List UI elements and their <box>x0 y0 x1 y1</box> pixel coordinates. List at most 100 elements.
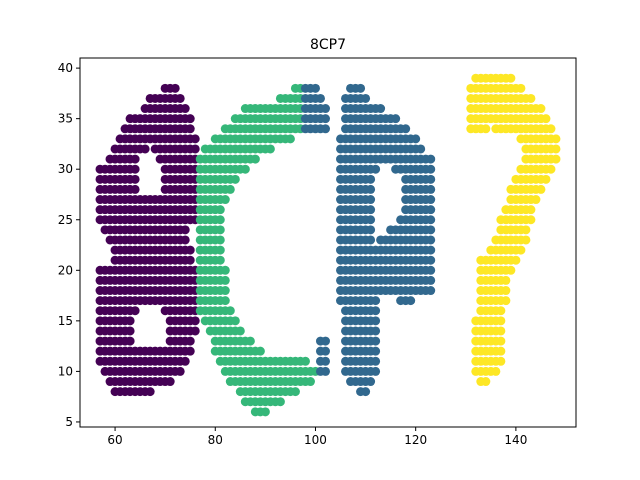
scatter-point <box>506 265 516 275</box>
scatter-point <box>130 306 140 316</box>
scatter-point <box>551 144 561 154</box>
y-tick-label: 10 <box>58 364 73 378</box>
scatter-point <box>526 93 536 103</box>
scatter-point <box>426 164 436 174</box>
scatter-point <box>320 104 330 114</box>
scatter-point <box>180 104 190 114</box>
scatter-point <box>546 164 556 174</box>
scatter-point <box>426 225 436 235</box>
axes-frame <box>79 57 577 428</box>
scatter-point <box>501 275 511 285</box>
scatter-point <box>541 174 551 184</box>
y-tick-label: 25 <box>58 213 73 227</box>
scatter-point <box>305 377 315 387</box>
scatter-point <box>265 144 275 154</box>
scatter-point <box>371 356 381 366</box>
scatter-point <box>496 306 506 316</box>
scatter-point <box>225 184 235 194</box>
scatter-point <box>536 104 546 114</box>
y-tick-label: 30 <box>58 162 73 176</box>
scatter-point <box>185 124 195 134</box>
scatter-point <box>521 225 531 235</box>
scatter-point <box>290 387 300 397</box>
scatter-point <box>215 205 225 215</box>
scatter-point <box>285 134 295 144</box>
scatter-point <box>426 286 436 296</box>
scatter-point <box>300 356 310 366</box>
scatter-point <box>190 134 200 144</box>
scatter-point <box>320 366 330 376</box>
chart-title: 8CP7 <box>310 37 346 53</box>
scatter-point <box>315 93 325 103</box>
scatter-point <box>426 255 436 265</box>
scatter-point <box>516 83 526 93</box>
x-tick-label: 140 <box>504 433 527 447</box>
scatter-point <box>481 124 491 134</box>
scatter-point <box>215 215 225 225</box>
scatter-point <box>416 144 426 154</box>
scatter-point <box>125 326 135 336</box>
scatter-point <box>371 316 381 326</box>
scatter-point <box>501 296 511 306</box>
scatter-point <box>426 184 436 194</box>
scatter-point <box>245 336 255 346</box>
scatter-point <box>426 265 436 275</box>
scatter-point <box>165 377 175 387</box>
scatter-point <box>220 286 230 296</box>
y-tick-label: 15 <box>58 314 73 328</box>
scatter-point <box>185 336 195 346</box>
scatter-point <box>516 245 526 255</box>
scatter-point <box>240 164 250 174</box>
scatter-point <box>496 326 506 336</box>
scatter-point <box>170 83 180 93</box>
x-tick-label: 120 <box>404 433 427 447</box>
scatter-point <box>190 316 200 326</box>
scatter-point <box>551 134 561 144</box>
scatter-point <box>491 366 501 376</box>
scatter-point <box>356 83 366 93</box>
scatter-point <box>180 225 190 235</box>
x-tick-label: 100 <box>304 433 327 447</box>
data-points <box>95 73 561 417</box>
scatter-point <box>371 306 381 316</box>
scatter-point <box>376 104 386 114</box>
scatter-point <box>371 296 381 306</box>
scatter-point <box>260 407 270 417</box>
scatter-point <box>275 397 285 407</box>
scatter-point <box>361 93 371 103</box>
scatter-point <box>426 235 436 245</box>
scatter-point <box>185 346 195 356</box>
scatter-point <box>366 215 376 225</box>
x-axis: 60 80 100 120 140 <box>107 427 527 447</box>
scatter-point <box>526 215 536 225</box>
scatter-point <box>521 235 531 245</box>
scatter-point <box>366 174 376 184</box>
y-tick-label: 20 <box>58 263 73 277</box>
scatter-point <box>190 144 200 154</box>
scatter-point <box>426 245 436 255</box>
scatter-point <box>225 306 235 316</box>
scatter-point <box>526 205 536 215</box>
scatter-point <box>426 154 436 164</box>
scatter-point <box>215 255 225 265</box>
scatter-point <box>426 195 436 205</box>
scatter-point <box>215 235 225 245</box>
y-tick-label: 35 <box>58 112 73 126</box>
scatter-point <box>481 377 491 387</box>
scatter-point <box>531 195 541 205</box>
scatter-point <box>371 346 381 356</box>
scatter-point <box>220 195 230 205</box>
scatter-point <box>426 275 436 285</box>
scatter-point <box>371 164 381 174</box>
scatter-point <box>215 245 225 255</box>
scatter-point <box>406 296 416 306</box>
scatter-point <box>366 235 376 245</box>
scatter-point <box>230 316 240 326</box>
scatter-point <box>230 174 240 184</box>
x-tick-label: 60 <box>107 433 122 447</box>
y-axis: 5 10 15 20 25 30 35 40 <box>58 61 80 429</box>
scatter-point <box>125 316 135 326</box>
scatter-point <box>140 144 150 154</box>
scatter-point <box>320 336 330 346</box>
